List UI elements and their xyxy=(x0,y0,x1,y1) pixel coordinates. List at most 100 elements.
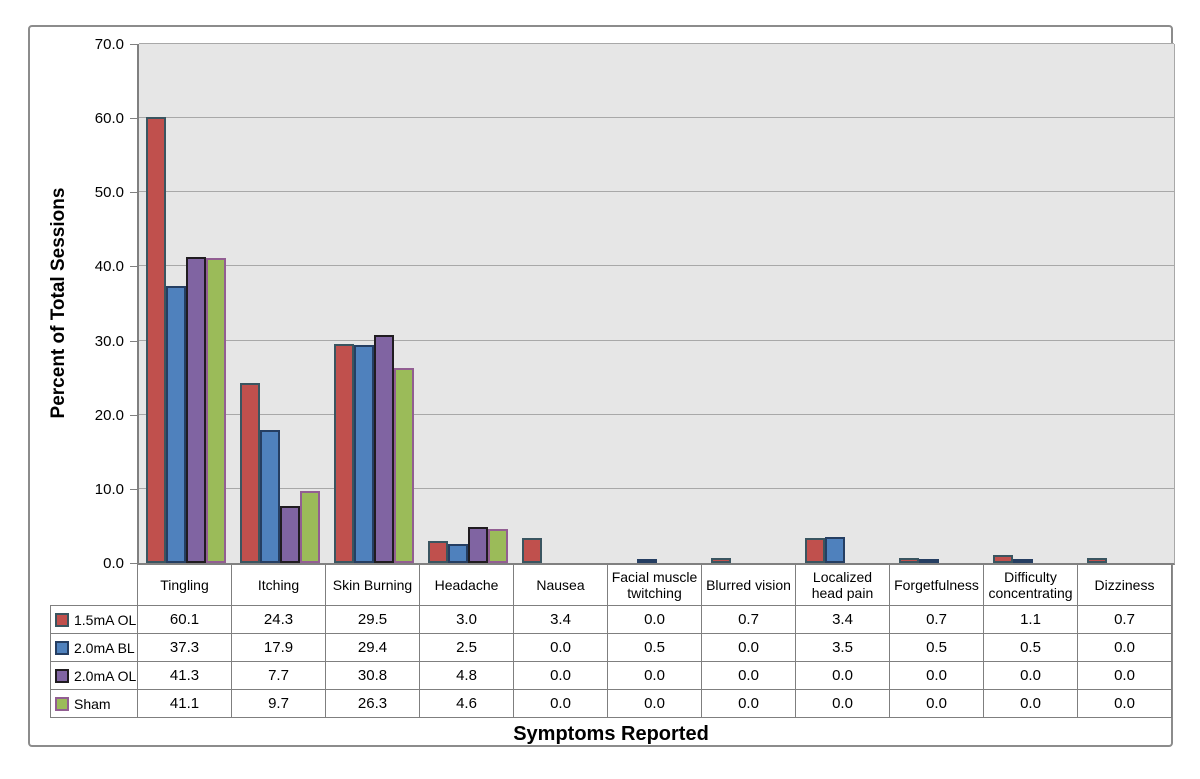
bar-sham-headache xyxy=(488,529,509,563)
value-2-0ma-ol-localized-head-pain: 0.0 xyxy=(795,661,890,690)
bar-slot xyxy=(898,44,919,563)
bar-slot xyxy=(845,44,865,563)
bar-group-skin-burning xyxy=(327,44,421,563)
y-tick-mark xyxy=(130,340,137,342)
value-2-0ma-bl-dizziness: 0.0 xyxy=(1077,633,1172,662)
value-2-0ma-bl-facial-muscle-twitching: 0.5 xyxy=(607,633,702,662)
bar-slot xyxy=(657,44,677,563)
bar-group-forgetfulness xyxy=(892,44,986,563)
value-2-0ma-ol-facial-muscle-twitching: 0.0 xyxy=(607,661,702,690)
bar-2-0ma-bl-forgetfulness xyxy=(918,559,939,563)
value-2-0ma-ol-difficulty-concentrating: 0.0 xyxy=(983,661,1078,690)
bar-slot xyxy=(334,44,355,563)
bar-slot xyxy=(186,44,207,563)
table-row-1-5ma-ol: 1.5mA OL 60.1 24.3 29.5 3.0 3.4 0.0 0.7 3.4 0.7 1.… xyxy=(50,605,1172,634)
bar-slot xyxy=(1127,44,1147,563)
gridline-30.0 xyxy=(139,339,1174,341)
legend-label-2-0ma-ol: 2.0mA OL xyxy=(74,667,137,684)
table-row-2-0ma-ol: 2.0mA OL 41.3 7.7 30.8 4.8 0.0 0.0 0.0 0.0 0.0 0.0… xyxy=(50,661,1172,690)
legend-swatch-2-0ma-ol xyxy=(55,668,69,683)
value-2-0ma-bl-headache: 2.5 xyxy=(419,633,514,662)
bar-slot xyxy=(617,44,637,563)
value-sham-forgetfulness: 0.0 xyxy=(889,689,984,718)
value-1-5ma-ol-headache: 3.0 xyxy=(419,605,514,634)
bar-slot xyxy=(280,44,301,563)
value-1-5ma-ol-blurred-vision: 0.7 xyxy=(701,605,796,634)
legend-cell-2-0ma-ol: 2.0mA OL xyxy=(50,661,138,690)
bar-1-5ma-ol-nausea xyxy=(522,538,543,563)
bar-slot xyxy=(240,44,261,563)
y-tick-label-0.0: 0.0 xyxy=(103,555,124,572)
bar-sham-skin-burning xyxy=(394,368,415,563)
category-header-tingling: Tingling xyxy=(137,565,232,606)
legend-label-sham: Sham xyxy=(74,695,111,712)
bar-slot xyxy=(582,44,602,563)
bar-slot xyxy=(488,44,509,563)
value-2-0ma-ol-tingling: 41.3 xyxy=(137,661,232,690)
bar-slot xyxy=(992,44,1013,563)
bar-2-0ma-bl-difficulty-concentrating xyxy=(1012,559,1033,563)
category-header-headache: Headache xyxy=(419,565,514,606)
category-header-localized-head-pain: Localized head pain xyxy=(795,565,890,606)
value-sham-difficulty-concentrating: 0.0 xyxy=(983,689,1078,718)
bar-sham-tingling xyxy=(206,258,227,563)
bar-slot xyxy=(804,44,825,563)
y-tick-mark xyxy=(130,266,137,268)
bar-2-0ma-bl-facial-muscle-twitching xyxy=(636,559,657,563)
bar-1-5ma-ol-itching xyxy=(240,383,261,563)
value-sham-itching: 9.7 xyxy=(231,689,326,718)
bar-slot xyxy=(710,44,731,563)
legend-label-1-5ma-ol: 1.5mA OL xyxy=(74,611,137,628)
bar-slot xyxy=(1086,44,1107,563)
bar-slot xyxy=(771,44,791,563)
bar-slot xyxy=(300,44,321,563)
gridline-60.0 xyxy=(139,117,1174,119)
bar-group-nausea xyxy=(515,44,609,563)
bar-group-blurred-vision xyxy=(704,44,798,563)
legend-swatch-1-5ma-ol xyxy=(55,612,69,627)
bar-group-localized-head-pain xyxy=(798,44,892,563)
value-1-5ma-ol-skin-burning: 29.5 xyxy=(325,605,420,634)
bar-2-0ma-ol-tingling xyxy=(186,257,207,563)
bar-1-5ma-ol-difficulty-concentrating xyxy=(992,555,1013,563)
y-tick-mark xyxy=(130,44,137,45)
bar-2-0ma-ol-skin-burning xyxy=(374,335,395,563)
bar-2-0ma-bl-itching xyxy=(260,430,281,563)
gridline-10.0 xyxy=(139,487,1174,489)
bar-slot xyxy=(206,44,227,563)
bar-slot xyxy=(260,44,281,563)
value-sham-nausea: 0.0 xyxy=(513,689,608,718)
bar-group-headache xyxy=(421,44,515,563)
data-table: Tingling Itching Skin Burning Headache Nause… xyxy=(50,565,1172,718)
value-2-0ma-bl-skin-burning: 29.4 xyxy=(325,633,420,662)
gridline-70.0 xyxy=(139,43,1174,44)
category-header-blurred-vision: Blurred vision xyxy=(701,565,796,606)
bar-slot xyxy=(542,44,562,563)
table-row-2-0ma-bl: 2.0mA BL 37.3 17.9 29.4 2.5 0.0 0.5 0.0 3.5 0.5 0.… xyxy=(50,633,1172,662)
bar-slot xyxy=(428,44,449,563)
value-1-5ma-ol-itching: 24.3 xyxy=(231,605,326,634)
bar-slot xyxy=(394,44,415,563)
bar-slot xyxy=(146,44,167,563)
value-2-0ma-bl-tingling: 37.3 xyxy=(137,633,232,662)
bar-group-difficulty-concentrating xyxy=(986,44,1080,563)
bar-slot xyxy=(751,44,771,563)
y-tick-label-20.0: 20.0 xyxy=(94,406,124,424)
bar-slot xyxy=(1053,44,1073,563)
value-sham-localized-head-pain: 0.0 xyxy=(795,689,890,718)
value-2-0ma-bl-localized-head-pain: 3.5 xyxy=(795,633,890,662)
gridline-50.0 xyxy=(139,191,1174,193)
value-2-0ma-bl-nausea: 0.0 xyxy=(513,633,608,662)
y-tick-mark xyxy=(130,414,137,416)
value-1-5ma-ol-tingling: 60.1 xyxy=(137,605,232,634)
bar-slot xyxy=(1107,44,1127,563)
bar-slot xyxy=(959,44,979,563)
legend-cell-2-0ma-bl: 2.0mA BL xyxy=(50,633,138,662)
y-tick-label-70.0: 70.0 xyxy=(94,36,124,53)
value-sham-dizziness: 0.0 xyxy=(1077,689,1172,718)
bar-group-itching xyxy=(233,44,327,563)
value-sham-headache: 4.6 xyxy=(419,689,514,718)
y-tick-mark xyxy=(130,192,137,194)
value-sham-skin-burning: 26.3 xyxy=(325,689,420,718)
